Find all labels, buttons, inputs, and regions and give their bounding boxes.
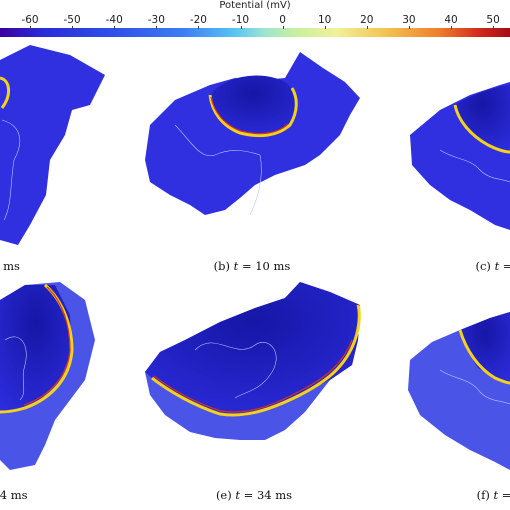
colorbar-tick-label: 40 xyxy=(444,14,458,26)
colorbar-tick-label: -50 xyxy=(63,14,81,26)
colorbar-tick-mark xyxy=(324,26,326,29)
caption-d: 24 ms xyxy=(0,488,28,502)
colorbar-title: Potential (mV) xyxy=(219,0,291,11)
fiber-b xyxy=(174,124,262,216)
panel-b xyxy=(145,52,360,216)
panel-c xyxy=(410,82,510,230)
colorbar-tick-mark xyxy=(408,26,410,29)
wavefront-e-red xyxy=(153,339,353,413)
colorbar-tick-label: -30 xyxy=(147,14,165,26)
colorbar-tick-label: 20 xyxy=(360,14,374,26)
wavefront-f xyxy=(458,329,510,385)
panel-f xyxy=(408,312,510,470)
wavefront-b xyxy=(208,87,298,138)
panel-d xyxy=(0,282,95,470)
activated-region-e xyxy=(145,282,360,416)
colorbar-tick-mark xyxy=(198,26,200,29)
colorbar-tick-label: 50 xyxy=(486,14,500,26)
colorbar-tick-mark xyxy=(282,26,284,29)
caption-a: 4 ms xyxy=(0,259,20,273)
activated-region-d xyxy=(0,285,72,412)
colorbar-tick-mark xyxy=(240,26,242,29)
colorbar-tick-mark xyxy=(493,26,495,29)
wavefront-a xyxy=(0,76,10,109)
fiber-c xyxy=(439,149,510,183)
fiber-f xyxy=(439,369,510,405)
colorbar-tick-label: 0 xyxy=(279,14,286,26)
colorbar-tick-mark xyxy=(156,26,158,29)
colorbar-tick-mark xyxy=(451,26,452,29)
panel-e xyxy=(145,282,361,440)
caption-e: (e) t = 34 ms xyxy=(215,488,293,502)
activated-region-b xyxy=(210,75,297,136)
colorbar-tick-mark xyxy=(72,26,74,29)
tissue-a xyxy=(0,45,105,245)
activated-region-c xyxy=(455,85,510,150)
colorbar-tick-label: -60 xyxy=(21,14,39,26)
colorbar xyxy=(0,28,510,37)
wavefront-c xyxy=(453,104,510,154)
caption-c: (c) t = xyxy=(475,259,510,273)
activated-region-f xyxy=(460,312,510,382)
panel-a xyxy=(0,45,105,245)
colorbar-tick-mark xyxy=(114,26,116,29)
colorbar-tick-label: 10 xyxy=(318,14,332,26)
caption-f: (f) t = xyxy=(476,488,510,502)
colorbar-tick-label: -20 xyxy=(189,14,207,26)
colorbar-tick-label: 30 xyxy=(402,14,416,26)
colorbar-tick-label: -10 xyxy=(231,14,250,26)
colorbar-tick-mark xyxy=(30,26,31,29)
caption-b: (b) t = 10 ms xyxy=(213,259,291,273)
fiber-a xyxy=(1,119,21,221)
wavefront-d xyxy=(0,283,74,414)
colorbar-tick-mark xyxy=(366,26,368,29)
wavefront-e xyxy=(151,304,361,417)
wavefront-d-red xyxy=(23,286,71,406)
fiber-e xyxy=(194,342,277,399)
wavefront-b-red xyxy=(210,96,289,135)
colorbar-tick-label: -40 xyxy=(105,14,123,26)
